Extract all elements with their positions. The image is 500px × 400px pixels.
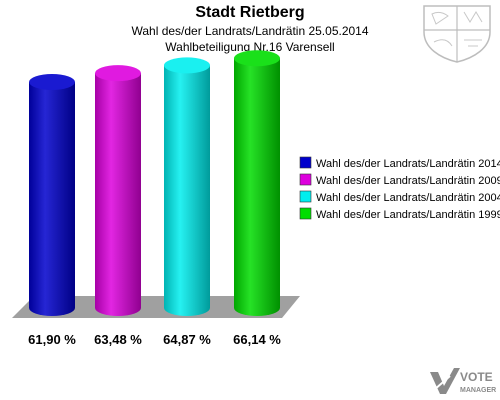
- bar-value-label-2: 63,48 %: [94, 332, 142, 347]
- legend-item-1: Wahl des/der Landrats/Landrätin 2014: [299, 156, 500, 170]
- bar-2: [95, 65, 141, 316]
- legend-item-4: Wahl des/der Landrats/Landrätin 1999: [299, 207, 500, 221]
- logo-text-vote: VOTE: [460, 370, 493, 384]
- chart-subtitle-district: Wahlbeteiligung Nr.16 Varensell: [165, 40, 335, 54]
- bar-value-label-1: 61,90 %: [28, 332, 76, 347]
- legend-swatch: [299, 190, 312, 203]
- legend-label: Wahl des/der Landrats/Landrätin 2004: [316, 192, 500, 204]
- bar-value-label-3: 64,87 %: [163, 332, 211, 347]
- bar-1: [29, 74, 75, 316]
- bar-4: [234, 50, 280, 316]
- legend-label: Wahl des/der Landrats/Landrätin 2014: [316, 158, 500, 170]
- legend-swatch: [299, 173, 312, 186]
- chart-subtitle-election: Wahl des/der Landrats/Landrätin 25.05.20…: [131, 24, 369, 38]
- legend-swatch: [299, 156, 312, 169]
- legend-item-3: Wahl des/der Landrats/Landrätin 2004: [299, 190, 500, 204]
- legend-item-2: Wahl des/der Landrats/Landrätin 2009: [299, 173, 500, 187]
- logo-text-manager: MANAGER: [460, 387, 496, 394]
- coat-of-arms-icon: [423, 5, 491, 63]
- legend-label: Wahl des/der Landrats/Landrätin 1999: [316, 209, 500, 221]
- vote-manager-logo: VOTE MANAGER: [430, 368, 496, 394]
- legend-swatch: [299, 207, 312, 220]
- bar-value-label-4: 66,14 %: [233, 332, 281, 347]
- legend-label: Wahl des/der Landrats/Landrätin 2009: [316, 175, 500, 187]
- chart-title: Stadt Rietberg: [195, 4, 305, 21]
- bar-3: [164, 57, 210, 316]
- chart-floor: [12, 296, 300, 318]
